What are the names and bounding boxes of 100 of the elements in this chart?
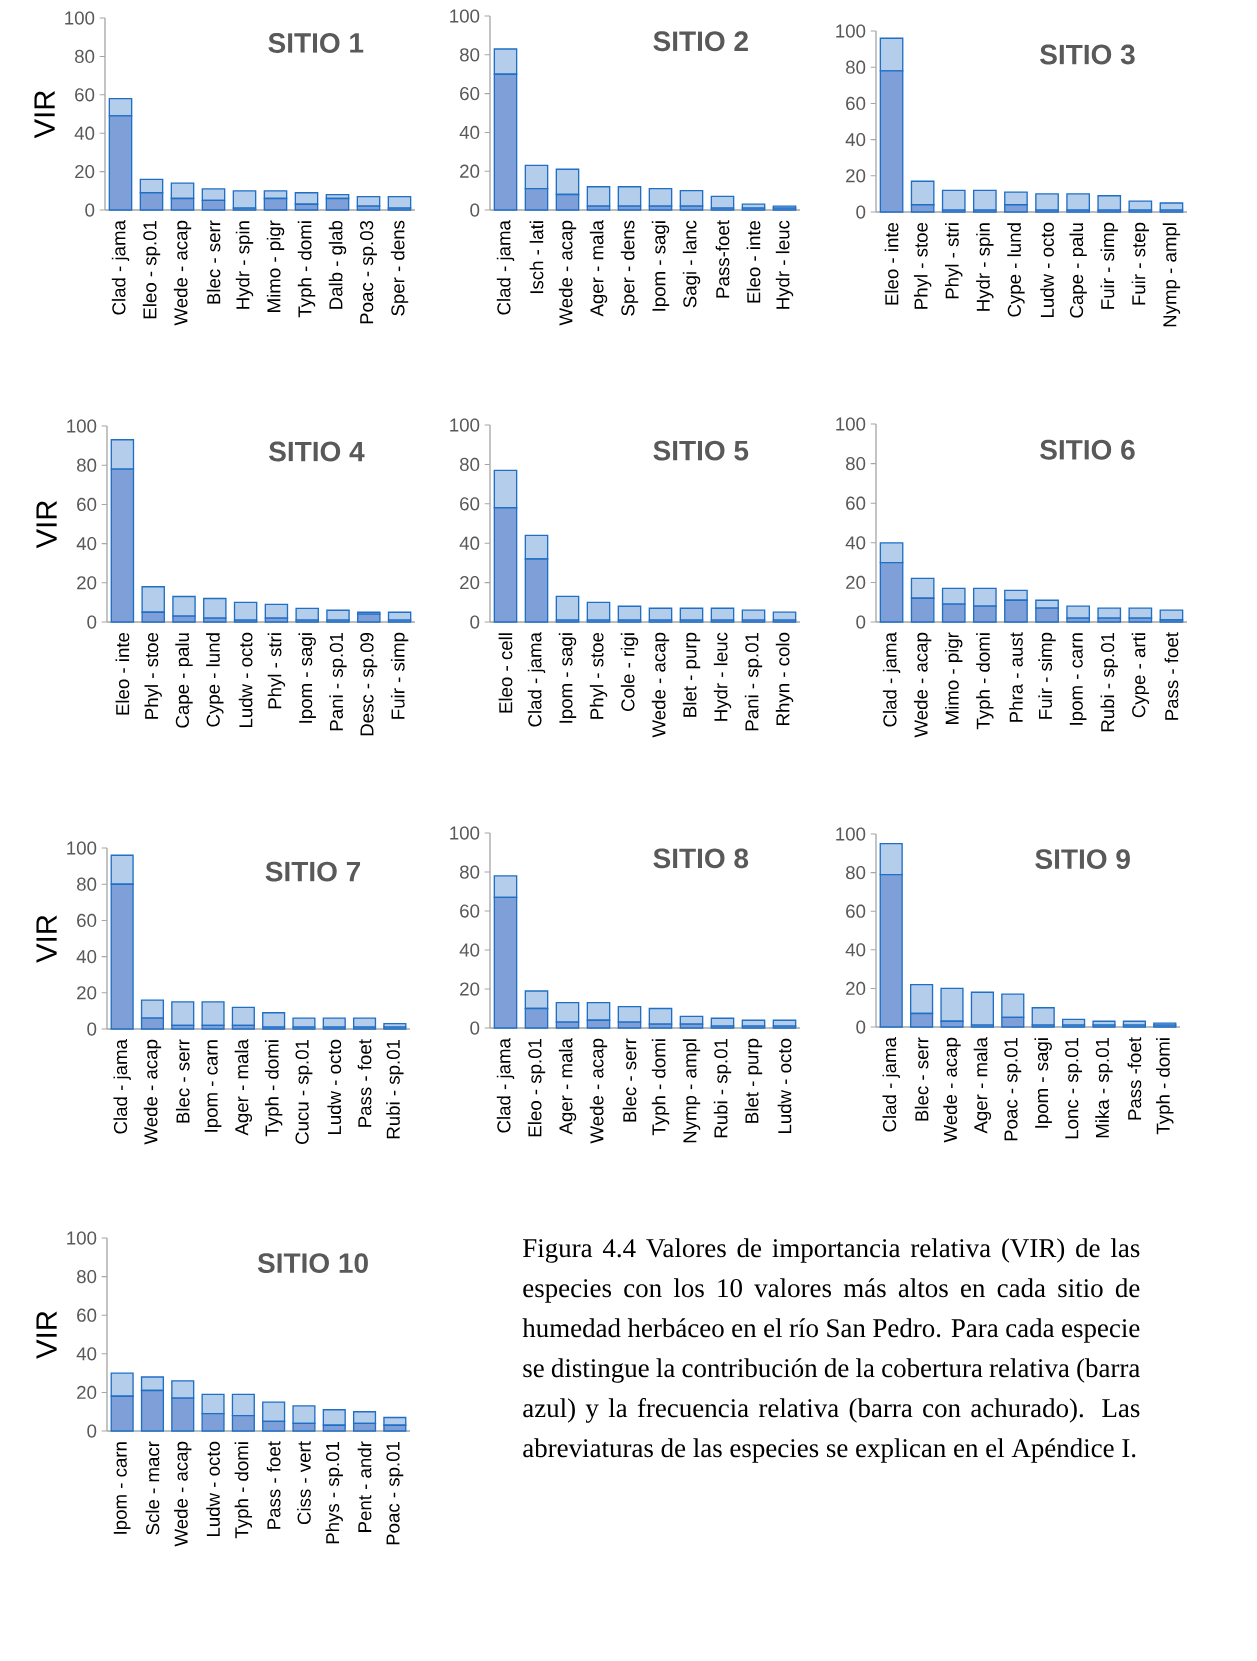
x-tick-label: Ludw - octo	[238, 632, 253, 728]
x-tick-label: Ipom - sagi	[1034, 1038, 1052, 1128]
x-tick-label: Wede - acap	[558, 220, 577, 326]
x-tick-label: Typh - domi	[651, 1039, 670, 1136]
chart-title: SITIO 3	[1040, 44, 1135, 65]
y-tick-label: 80	[846, 60, 866, 74]
x-tick-label: Typh - domi	[976, 633, 994, 730]
y-tick-label: 20	[460, 575, 480, 590]
x-tick-label: Rubi - sp.01	[713, 1039, 732, 1138]
x-tick-label: Eleo - sp.01	[142, 220, 161, 319]
y-tick-label: 80	[846, 865, 866, 880]
y-tick-label: 20	[846, 169, 866, 183]
x-tick-label: Mimo - pigr	[945, 632, 963, 724]
x-tick-label: Typh - domi	[264, 1040, 283, 1137]
y-tick-label: 40	[459, 125, 480, 140]
x-tick-label: Dalb - glab	[328, 220, 347, 309]
x-tick-label: Phra - aust	[1009, 632, 1023, 722]
y-tick-label: 20	[846, 981, 866, 996]
x-tick-label: Cype - lund	[206, 633, 224, 727]
x-tick-label: Phys - sp.01	[325, 1441, 343, 1544]
x-tick-label: Eleo - inte	[884, 222, 899, 305]
x-tick-label: Eleo - sp.01	[527, 1038, 546, 1137]
x-tick-label: Ludw - octo	[206, 1441, 220, 1537]
chart-title: SITIO 5	[653, 440, 749, 461]
y-tick-label: 80	[77, 1269, 97, 1284]
x-tick-label: Pass - foet	[357, 1039, 372, 1127]
y-tick-label: 0	[85, 203, 95, 217]
x-tick-label: Pent - andr	[357, 1441, 372, 1532]
y-tick-label: 0	[856, 205, 866, 219]
y-tick-label: 0	[87, 615, 97, 629]
x-tick-label: Wede - acap	[589, 1038, 608, 1144]
x-tick-label: Cype - arti	[1131, 633, 1150, 718]
x-tick-label: Clad - jama	[527, 632, 546, 727]
x-tick-label: Ipom - sagi	[651, 221, 670, 311]
y-tick-label: 20	[77, 986, 97, 1000]
x-tick-label: Eleo - inte	[746, 220, 761, 303]
chart-title: SITIO 6	[1040, 439, 1135, 460]
y-tick-label: 100	[836, 417, 866, 431]
x-tick-label: Blec - serr	[914, 1037, 929, 1121]
text: Figura 4.4 Valores de importancia relativa (VIR) de las especies con los 10 valores más altos en cada sitio de humedad herbáceo en el río San Pedro. Para cada especie se distingue la contribución de la cobertura relativa (barra azul) y la frecuencia relativa (barra con achurado). Las abreviaturas de las especies se explican en el Apéndice I.	[522, 1238, 1140, 1463]
x-tick-label: Fuir - simp	[1100, 222, 1118, 309]
y-tick-label: 100	[836, 24, 866, 38]
x-tick-label: Clad - jama	[111, 220, 130, 315]
y-tick-label: 20	[460, 164, 480, 178]
x-tick-label: Isch - lati	[529, 221, 544, 294]
x-tick-label: Phyl - stri	[945, 223, 963, 299]
y-tick-label: 60	[846, 904, 866, 918]
x-tick-label: Poac - sp.03	[360, 220, 377, 324]
x-tick-label: Fuir - simp	[1038, 632, 1056, 719]
x-tick-label: Clad - jama	[882, 632, 901, 727]
x-tick-label: Hydr - spin	[976, 223, 994, 311]
x-tick-label: Nymp - ampl	[1162, 223, 1181, 327]
x-tick-label: Typh - domi	[297, 221, 316, 318]
x-tick-label: Poac - sp.01	[1004, 1037, 1022, 1141]
x-tick-label: Wede - acap	[174, 1441, 192, 1547]
x-tick-label: Pass -foet	[1127, 1037, 1142, 1120]
x-tick-label: Pass-foet	[715, 220, 730, 298]
y-tick-label: 60	[77, 1308, 97, 1322]
x-tick-label: Mimo - pigr	[266, 220, 285, 312]
x-tick-label: Clad - jama	[882, 1037, 900, 1132]
y-tick-label: 40	[76, 1347, 97, 1361]
x-tick-label: Pass - foet	[1164, 632, 1179, 720]
y-tick-label: 80	[846, 456, 866, 471]
x-tick-label: Ager - mala	[558, 1038, 577, 1135]
y-tick-label: 0	[856, 1020, 866, 1034]
y-tick-label: 20	[460, 982, 480, 996]
x-tick-label: Eleo - inte	[115, 632, 130, 715]
x-tick-label: Ludw - octo	[1040, 222, 1054, 318]
x-tick-label: Eleo - cell	[498, 633, 513, 713]
x-tick-label: Ipom - carn	[1069, 633, 1087, 725]
x-tick-label: Wede - acap	[943, 1037, 961, 1143]
x-tick-label: Wede - acap	[173, 220, 192, 326]
y-tick-label: 60	[846, 496, 866, 510]
x-tick-label: Ipom - carn	[113, 1442, 131, 1534]
x-tick-label: Sper - dens	[390, 220, 409, 316]
chart-title: SITIO 10	[257, 1253, 368, 1274]
x-tick-label: Hydr - leuc	[775, 220, 794, 309]
x-tick-label: Cape - palu	[1069, 223, 1087, 318]
chart-title: SITIO 8	[653, 848, 749, 869]
y-tick-label: 60	[460, 497, 480, 511]
y-tick-label: 100	[836, 827, 866, 841]
y-tick-label: 100	[450, 418, 480, 432]
y-tick-label: 40	[845, 943, 866, 957]
x-tick-label: Ager - mala	[973, 1037, 992, 1134]
x-tick-label: Blec - serr	[206, 220, 221, 304]
x-tick-label: Blec - serr	[175, 1039, 190, 1123]
x-tick-label: Lonc - sp.01	[1065, 1037, 1083, 1139]
x-tick-label: Ipom - sagi	[298, 633, 316, 723]
y-tick-label: 80	[460, 457, 480, 472]
x-tick-label: Clad - jama	[496, 1038, 515, 1133]
y-tick-label: 0	[470, 203, 480, 217]
x-tick-label: Cucu - sp.01	[295, 1039, 313, 1144]
y-tick-label: 40	[459, 943, 480, 957]
x-tick-label: Wede - acap	[651, 632, 670, 738]
y-tick-label: 100	[67, 1231, 97, 1245]
y-tick-label: 60	[77, 913, 97, 928]
y-tick-label: 40	[76, 536, 97, 551]
y-tick-label: 20	[75, 164, 95, 179]
y-tick-label: 100	[450, 9, 480, 23]
x-tick-label: Clad - jama	[496, 220, 515, 315]
